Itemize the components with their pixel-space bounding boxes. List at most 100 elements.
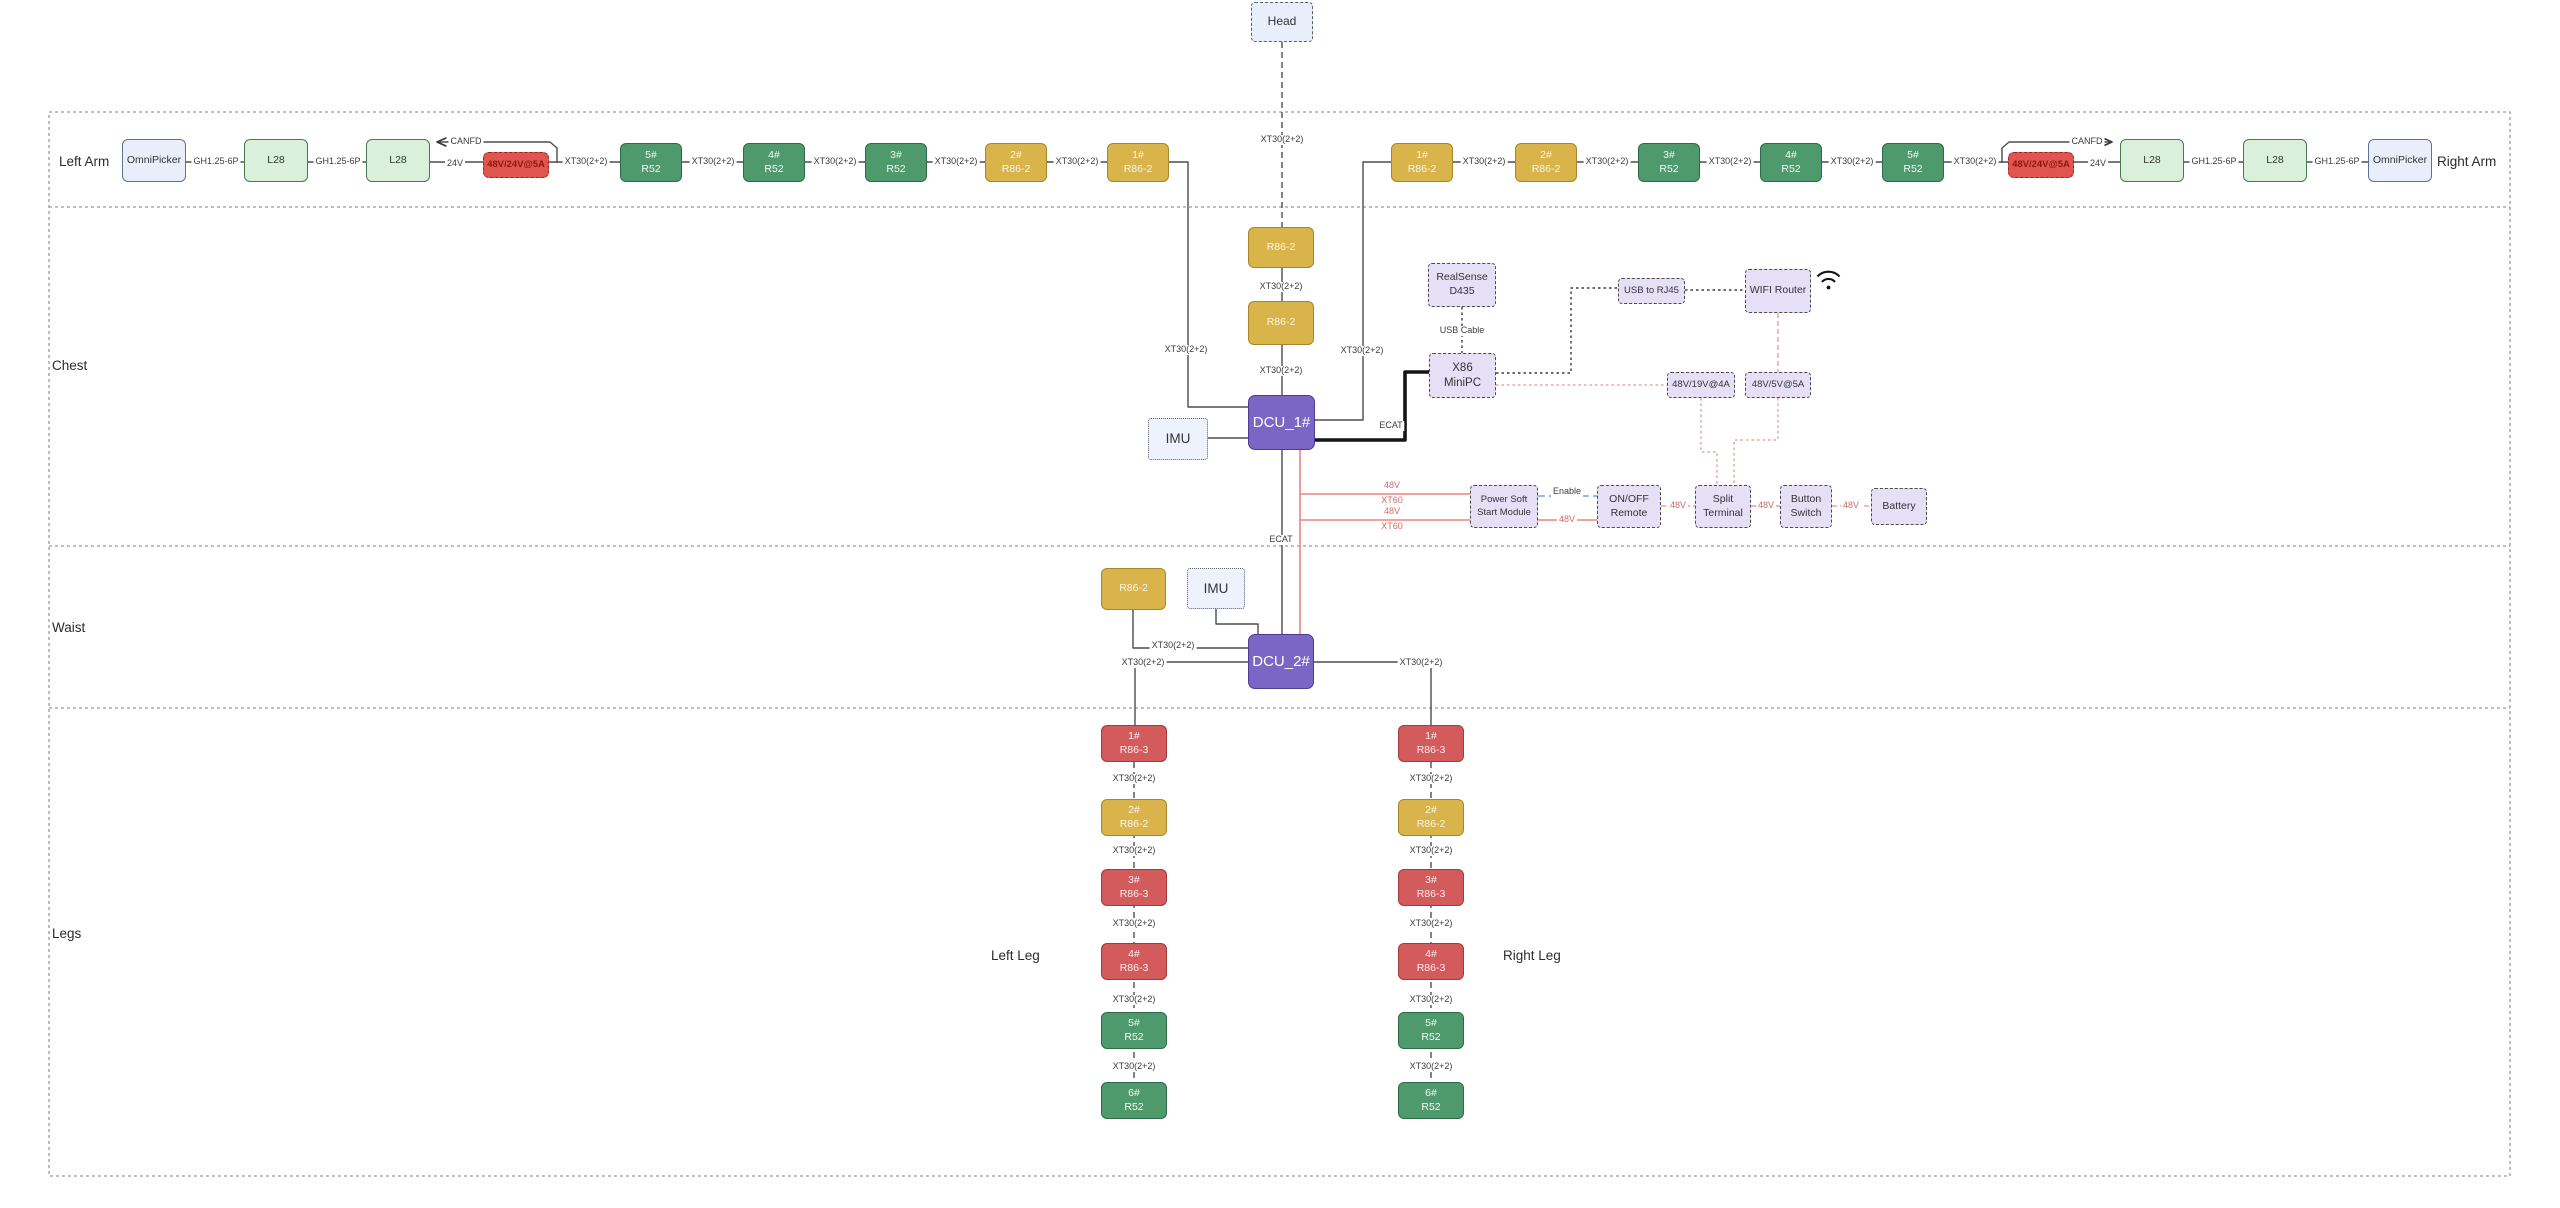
dcdc-48v-19v-label: 48V/19V@4A [1672,378,1730,390]
edge-label-46: XT30(2+2) [1407,994,1455,1005]
chest-imu-label: IMU [1165,431,1191,447]
left-leg-joint4-label: R86-3 [1119,961,1149,974]
chest-r86-upper: R86-2 [1248,227,1314,268]
left-leg-joint4-label: 4# [1128,947,1140,960]
left-arm-joint3-label: R52 [886,162,906,175]
split-terminal: Split Terminal [1695,485,1751,528]
split-terminal-label: Terminal [1703,506,1743,519]
edge-label-20: XT30(2+2) [1257,365,1305,376]
power-soft-start-module: Power Soft Start Module [1470,485,1538,528]
dcu-2-label: DCU_2# [1252,652,1310,670]
left-arm-joint5-label: 5# [645,148,657,161]
edge-label-38: XT30(2+2) [1110,773,1158,784]
edge-label-4: XT30(2+2) [562,156,610,167]
edge-label-24: ECAT [1267,534,1295,545]
edge-label-40: XT30(2+2) [1110,918,1158,929]
realsense-d435-label: RealSense [1436,271,1488,284]
section-label-left-leg: Left Leg [991,948,1040,963]
right-arm-joint1-label: 1# [1416,148,1428,161]
right-arm-joint1-label: R86-2 [1407,162,1437,175]
right-arm-joint2: 2# R86-2 [1515,143,1577,182]
button-switch-label: Button [1790,492,1822,505]
right-leg-joint3-label: R86-3 [1416,887,1446,900]
head: Head [1251,2,1313,42]
left-arm-joint4-label: 4# [768,148,780,161]
edge-solid-32 [1132,610,1248,649]
right-leg-joint4-label: R86-3 [1416,961,1446,974]
realsense-d435-label: D435 [1449,285,1475,297]
edge-label-14: XT30(2+2) [1951,156,1999,167]
dcdc-48v-5v: 48V/5V@5A [1745,372,1811,398]
onoff-remote: ON/OFF Remote [1597,485,1661,528]
edge-label-29: XT60 [1379,521,1405,532]
power-soft-start-module-label: Start Module [1477,506,1531,518]
left-arm-joint3-label: 3# [890,148,902,161]
edge-label-13: XT30(2+2) [1828,156,1876,167]
edge-label-37: XT30(2+2) [1397,657,1445,668]
realsense-d435: RealSense D435 [1428,263,1496,307]
edge-label-28: 48V [1381,506,1403,517]
left-arm-joint1-label: R86-2 [1123,162,1153,175]
chest-r86-upper-label: R86-2 [1266,240,1296,253]
edge-label-47: XT30(2+2) [1407,1061,1455,1072]
right-leg-joint2-label: R86-2 [1416,817,1446,830]
left-l28-wrist: L28 [244,139,308,182]
right-leg-joint6-label: R52 [1421,1100,1441,1113]
left-l28-forearm: L28 [366,139,430,182]
edge-label-42: XT30(2+2) [1110,1061,1158,1072]
right-arm-dcdc-48v-24v-label: 48V/24V@5A [2012,158,2070,170]
edge-label-2: 24V [444,158,466,169]
right-l28-forearm: L28 [2120,139,2184,182]
section-label-chest: Chest [52,358,88,373]
wifi-icon [1816,270,1841,290]
edge-label-9: XT30(2+2) [1258,134,1306,145]
edge-label-34: 48V [1840,500,1862,511]
left-leg-joint1: 1# R86-3 [1101,725,1167,762]
right-leg-joint3-label: 3# [1425,873,1437,886]
waist-r86: R86-2 [1101,568,1166,610]
right-leg-joint2-label: 2# [1425,803,1437,816]
right-leg-joint5-label: R52 [1421,1030,1441,1043]
right-l28-forearm-label: L28 [2143,153,2161,166]
right-arm-joint4: 4# R52 [1760,143,1822,182]
split-terminal-label: Split [1712,492,1734,505]
left-arm-joint3: 3# R52 [865,143,927,182]
edge-label-8: XT30(2+2) [1053,156,1101,167]
right-l28-wrist-label: L28 [2266,153,2284,166]
usb-to-rj45-label: USB to RJ45 [1624,284,1679,296]
edge-solid-33 [1134,661,1248,725]
chest-r86-lower-label: R86-2 [1266,316,1296,329]
edge-label-5: XT30(2+2) [689,156,737,167]
right-arm-dcdc-48v-24v: 48V/24V@5A [2008,152,2074,178]
right-leg-joint2: 2# R86-2 [1398,799,1464,836]
edge-solid-31 [1215,609,1259,634]
edge-label-25: USB Cable [1437,325,1487,336]
left-leg-joint6-label: 6# [1128,1086,1140,1099]
left-arm-joint2-label: 2# [1010,148,1022,161]
right-leg-joint1-label: R86-3 [1416,743,1446,756]
left-leg-joint5: 5# R52 [1101,1012,1167,1049]
dcdc-48v-5v-label: 48V/5V@5A [1751,378,1805,390]
edge-label-1: GH1.25-6P [313,156,363,167]
left-leg-joint3-label: 3# [1128,873,1140,886]
section-label-right-leg: Right Leg [1503,948,1561,963]
dcu-1-label: DCU_1# [1252,413,1311,431]
edge-label-39: XT30(2+2) [1110,845,1158,856]
left-arm-joint1: 1# R86-2 [1107,143,1169,182]
dcdc-48v-19v: 48V/19V@4A [1667,372,1735,398]
edge-label-16: CANFD [2069,136,2105,147]
edge-label-12: XT30(2+2) [1706,156,1754,167]
onoff-remote-label: ON/OFF [1609,492,1649,505]
right-arm-joint2-label: R86-2 [1531,162,1561,175]
left-leg-joint1-label: 1# [1128,729,1140,742]
section-label-right-arm: Right Arm [2437,154,2497,169]
edge-dot-20 [1496,287,1618,374]
edge-thick-14 [1313,370,1431,442]
right-arm-joint3: 3# R52 [1638,143,1700,182]
edge-label-6: XT30(2+2) [811,156,859,167]
right-arm-joint4-label: R52 [1781,162,1801,175]
left-leg-joint5-label: R52 [1124,1030,1144,1043]
right-leg-joint1: 1# R86-3 [1398,725,1464,762]
right-arm-joint2-label: 2# [1540,148,1552,161]
edge-label-36: XT30(2+2) [1119,657,1167,668]
